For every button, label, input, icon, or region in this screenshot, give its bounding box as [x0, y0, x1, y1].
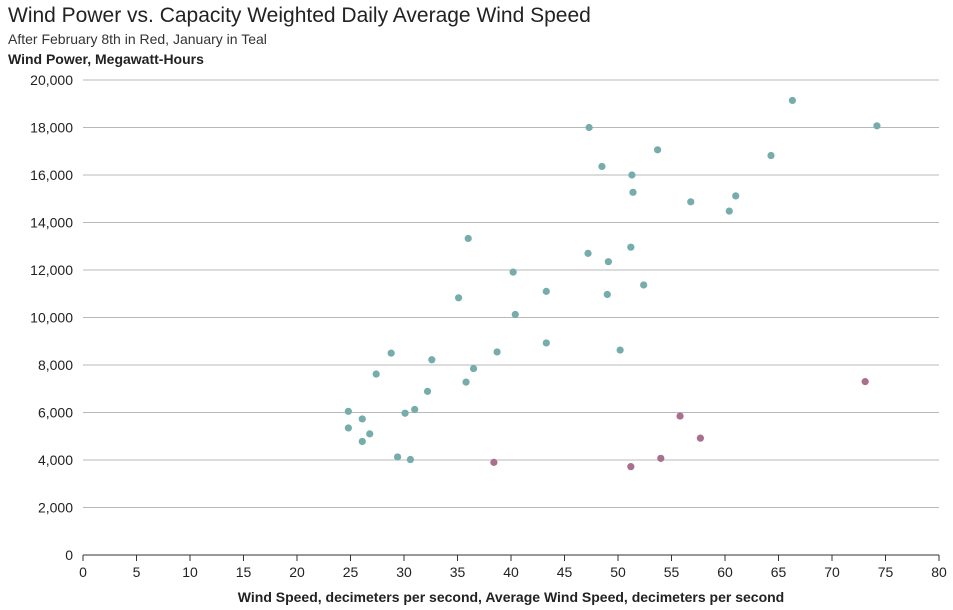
y-tick-label: 14,000 [30, 215, 73, 231]
data-point [401, 409, 409, 417]
data-point [469, 364, 478, 373]
data-point [585, 123, 593, 132]
data-point [366, 430, 374, 438]
data-point [696, 434, 704, 442]
x-tick-label: 55 [664, 564, 680, 580]
data-point [344, 424, 352, 432]
data-point [604, 258, 612, 266]
y-tick-label: 18,000 [30, 120, 73, 136]
data-point [732, 192, 740, 200]
x-tick-label: 15 [236, 564, 252, 580]
data-point [657, 454, 665, 462]
data-point [542, 339, 550, 347]
x-axis: 0 5 10 15 20 25 30 35 40 45 50 55 60 65 70 75 80 [79, 554, 947, 580]
data-point [788, 96, 797, 105]
data-point [616, 346, 624, 354]
y-tick-label: 2,000 [38, 500, 73, 516]
data-point [627, 463, 635, 471]
data-point [628, 171, 636, 179]
data-point [423, 387, 432, 395]
y-tick-label: 16,000 [30, 167, 73, 183]
y-tick-label: 12,000 [30, 262, 73, 278]
data-point [358, 437, 366, 446]
x-tick-label: 45 [557, 564, 573, 580]
data-point [767, 151, 775, 160]
x-tick-label: 75 [878, 564, 894, 580]
data-point [428, 356, 436, 364]
data-point [627, 243, 635, 251]
y-tick-label: 0 [65, 547, 73, 563]
data-point [861, 378, 869, 386]
data-point [653, 146, 662, 154]
x-tick-label: 50 [610, 564, 626, 580]
data-point [493, 348, 501, 356]
data-point [873, 122, 881, 130]
data-point [344, 407, 352, 415]
y-tick-label: 4,000 [38, 452, 73, 468]
data-point [387, 349, 395, 357]
x-tick-label: 20 [289, 564, 305, 580]
y-axis-ticks: 0 2,000 4,000 6,000 8,000 10,000 12,000 14,000 1… [30, 72, 73, 563]
x-tick-label: 25 [343, 564, 359, 580]
gridlines [83, 79, 939, 508]
data-point [372, 370, 380, 378]
y-tick-label: 6,000 [38, 405, 73, 421]
y-tick-label: 8,000 [38, 357, 73, 373]
data-point [603, 290, 611, 299]
data-point [598, 162, 606, 171]
x-tick-label: 40 [503, 564, 519, 580]
data-point [454, 294, 463, 302]
data-point [462, 378, 470, 386]
data-point [490, 458, 498, 466]
data-point [511, 310, 519, 319]
y-tick-label: 10,000 [30, 310, 73, 326]
y-axis-label: Wind Power, Megawatt-Hours [8, 51, 204, 67]
data-point [584, 249, 592, 257]
data-point [406, 455, 415, 464]
x-tick-label: 70 [824, 564, 840, 580]
data-point [640, 281, 648, 289]
x-tick-label: 65 [771, 564, 787, 580]
data-point [411, 405, 419, 414]
x-tick-label: 80 [931, 564, 947, 580]
data-point [358, 415, 366, 423]
x-tick-label: 5 [133, 564, 141, 580]
y-tick-label: 20,000 [30, 72, 73, 88]
data-point [393, 453, 402, 461]
data-point [629, 188, 637, 196]
data-points [344, 96, 881, 471]
x-tick-label: 60 [717, 564, 733, 580]
data-point [725, 207, 733, 215]
x-tick-label: 35 [450, 564, 466, 580]
x-tick-label: 10 [182, 564, 198, 580]
data-point [542, 287, 550, 295]
chart-subtitle: After February 8th in Red, January in Te… [8, 31, 267, 47]
chart-title: Wind Power vs. Capacity Weighted Daily A… [8, 4, 591, 27]
data-point [676, 412, 684, 420]
data-point [509, 268, 517, 276]
data-point [687, 198, 695, 206]
x-tick-label: 30 [396, 564, 412, 580]
x-axis-label: Wind Speed, decimeters per second, Avera… [238, 589, 784, 605]
data-point [464, 234, 472, 243]
x-tick-label: 0 [79, 564, 87, 580]
